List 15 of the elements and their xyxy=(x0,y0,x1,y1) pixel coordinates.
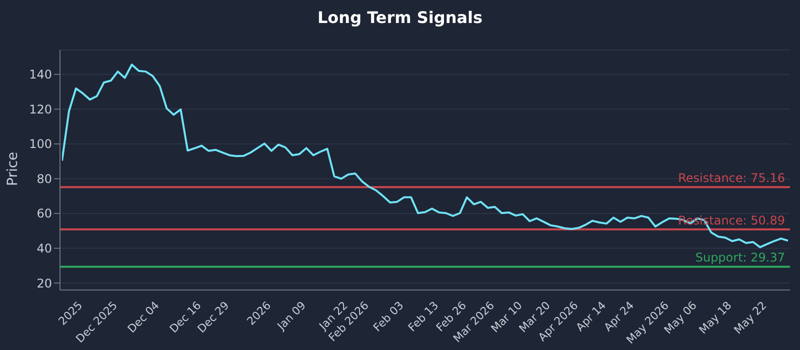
ref-line-label: Resistance: 75.16 xyxy=(678,171,785,186)
y-tick-label: 100 xyxy=(29,137,52,152)
x-tick-label: Feb 03 xyxy=(370,298,406,334)
y-tick-label: 40 xyxy=(36,242,52,256)
ref-line-label: Support: 29.37 xyxy=(695,250,785,265)
y-tick-label: 140 xyxy=(29,68,52,82)
y-tick-label: 120 xyxy=(29,102,52,116)
y-tick-label: 20 xyxy=(36,276,52,290)
y-axis-title: Price xyxy=(4,152,21,186)
y-tick-label: 80 xyxy=(36,172,52,186)
y-tick-label: 60 xyxy=(36,206,52,221)
line-series xyxy=(62,64,788,248)
x-tick-label: Jan 09 xyxy=(274,298,308,334)
chart-title: Long Term Signals xyxy=(316,7,484,29)
x-tick-label: Dec 04 xyxy=(125,298,162,336)
